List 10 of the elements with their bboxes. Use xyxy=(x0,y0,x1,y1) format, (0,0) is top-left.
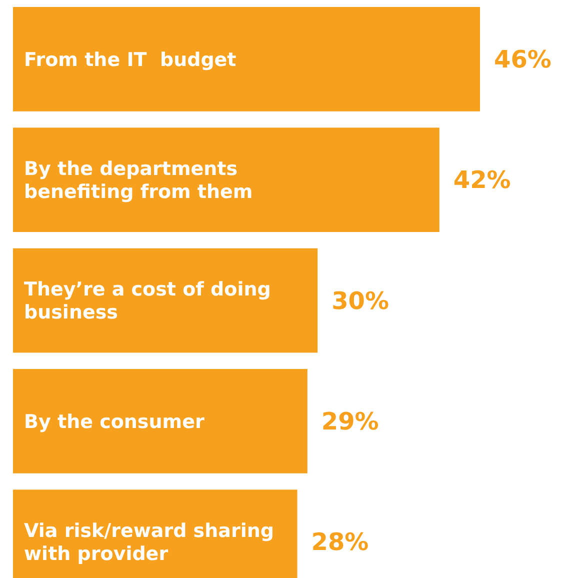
data-label: 28% xyxy=(311,528,369,556)
y-tick-label: By the consumer xyxy=(24,410,205,433)
y-tick-label: They’re a cost of doing business xyxy=(24,278,271,324)
data-label: 29% xyxy=(321,408,379,436)
y-tick-label: Via risk/reward sharing with provider xyxy=(24,520,274,565)
data-label: 30% xyxy=(332,286,390,315)
data-label: 42% xyxy=(453,166,511,194)
y-tick-label: By the departments benefiting from them xyxy=(24,158,253,203)
y-tick-label: From the IT budget xyxy=(24,48,236,71)
data-label: 46% xyxy=(494,46,552,74)
